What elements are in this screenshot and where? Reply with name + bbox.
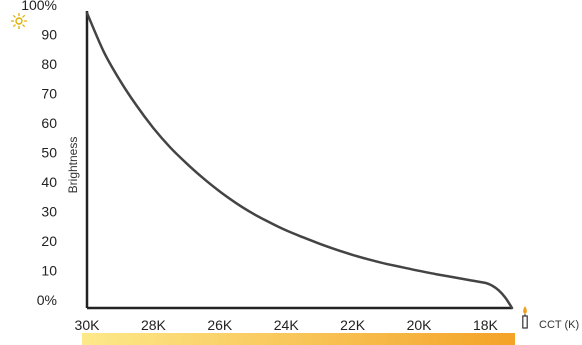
cct-gradient-bar bbox=[82, 333, 515, 345]
y-tick-label: 50 bbox=[41, 145, 57, 161]
y-tick-label: 90 bbox=[41, 27, 57, 43]
y-tick-label: 70 bbox=[41, 86, 57, 102]
x-tick-label: 30K bbox=[75, 317, 101, 333]
x-tick-label: 20K bbox=[407, 317, 433, 333]
x-tick-labels: 30K 28K 26K 24K 22K 20K 18K bbox=[75, 317, 499, 333]
x-tick-label: 28K bbox=[141, 317, 167, 333]
x-tick-label: 18K bbox=[473, 317, 499, 333]
x-tick-label: 22K bbox=[340, 317, 366, 333]
y-tick-label: 80 bbox=[41, 56, 57, 72]
x-axis-title: CCT (K) bbox=[539, 319, 579, 331]
y-tick-label: 40 bbox=[41, 174, 57, 190]
y-tick-labels: 0% 10 20 30 40 50 60 70 80 90 100% bbox=[21, 0, 57, 308]
y-tick-label: 10 bbox=[41, 263, 57, 279]
y-tick-label: 60 bbox=[41, 115, 57, 131]
y-tick-label: 30 bbox=[41, 204, 57, 220]
y-tick-label: 20 bbox=[41, 233, 57, 249]
x-tick-label: 24K bbox=[274, 317, 300, 333]
sun-icon bbox=[10, 12, 28, 30]
y-axis-title: Brightness bbox=[66, 137, 80, 194]
y-tick-label: 100% bbox=[21, 0, 57, 13]
x-tick-label: 26K bbox=[207, 317, 233, 333]
brightness-curve bbox=[85, 11, 514, 310]
candle-icon bbox=[522, 306, 528, 329]
y-tick-label: 0% bbox=[37, 292, 57, 308]
